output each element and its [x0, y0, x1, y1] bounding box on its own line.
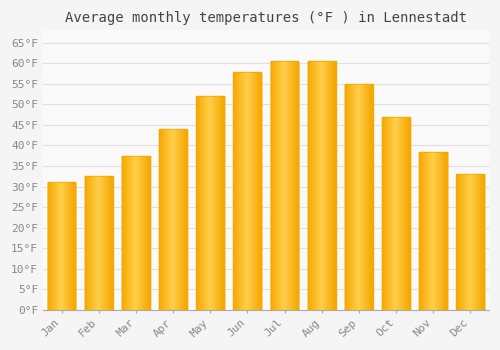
Bar	[196, 96, 224, 310]
Bar	[419, 152, 447, 310]
Bar	[85, 176, 112, 310]
Bar	[456, 174, 484, 310]
Bar	[159, 129, 187, 310]
Bar	[122, 156, 150, 310]
Bar	[345, 84, 373, 310]
Bar	[270, 61, 298, 310]
Bar	[234, 71, 262, 310]
Bar	[382, 117, 410, 310]
Title: Average monthly temperatures (°F ) in Lennestadt: Average monthly temperatures (°F ) in Le…	[65, 11, 467, 25]
Bar	[308, 61, 336, 310]
Bar	[48, 182, 76, 310]
